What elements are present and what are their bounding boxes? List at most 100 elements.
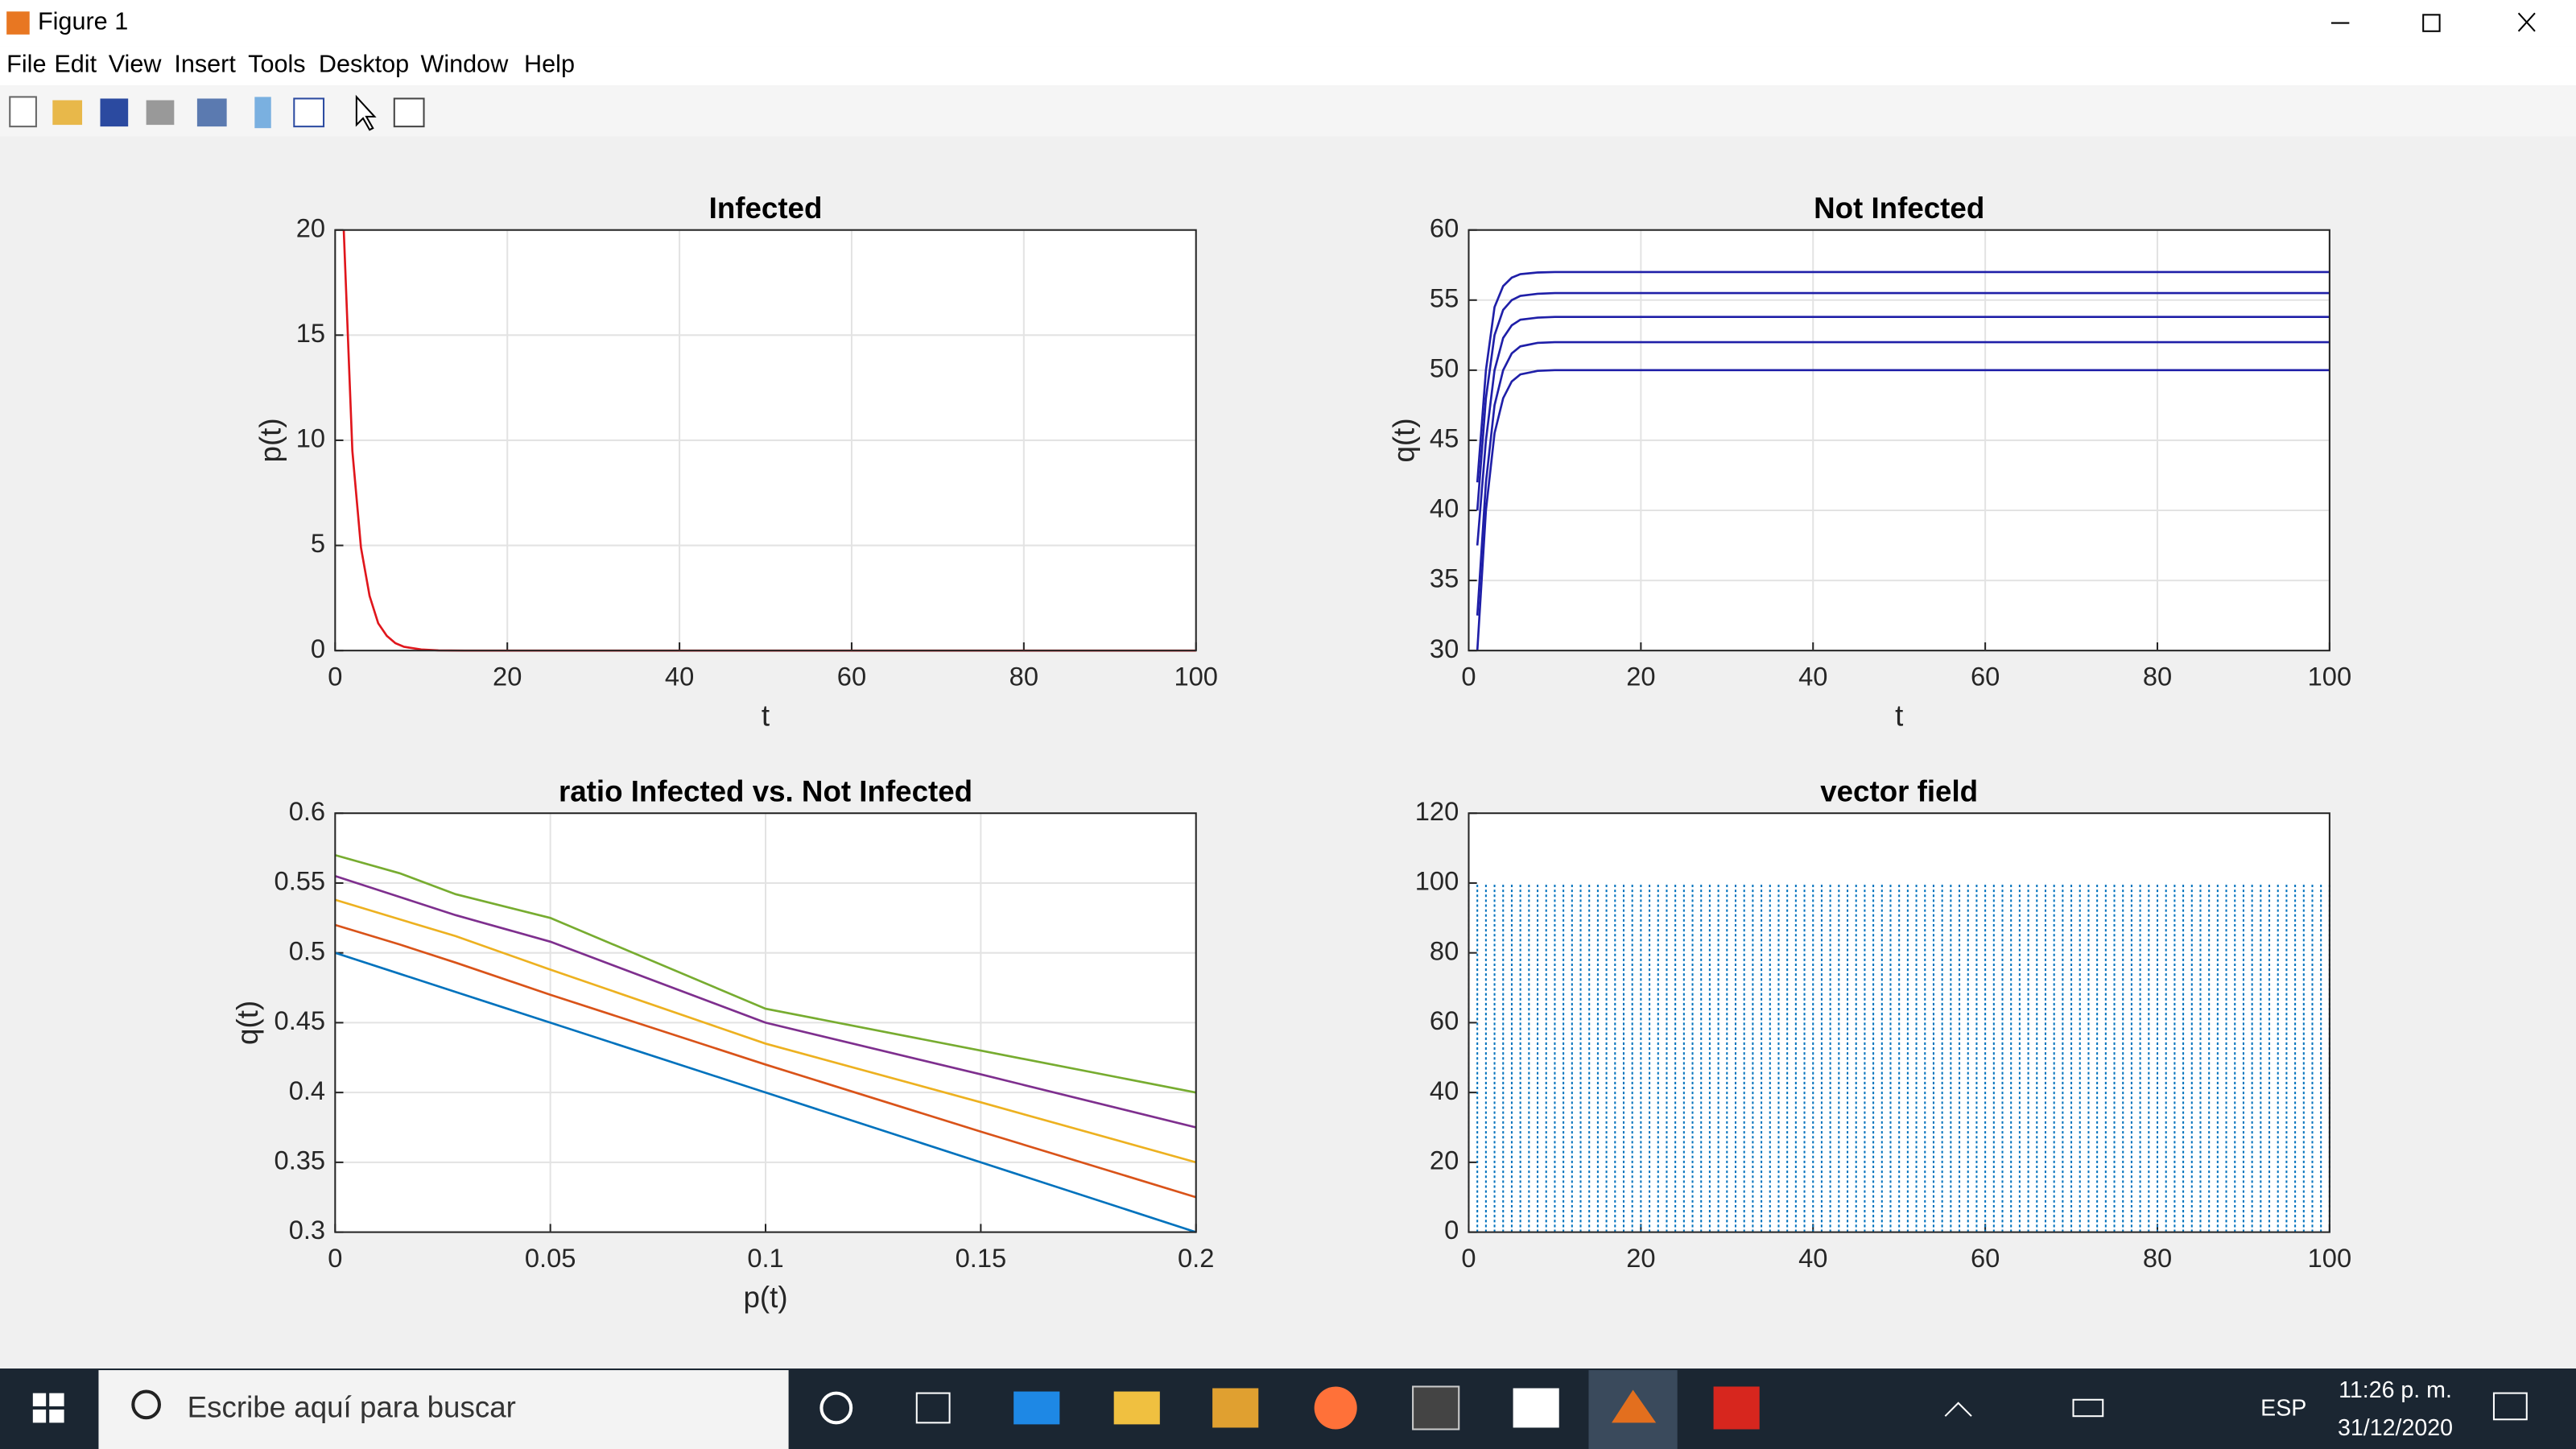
data-line [1476,270,2330,483]
y-tick-label: 0.4 [289,1075,325,1105]
y-tick-label: 60 [1430,1005,1459,1035]
x-tick-label: 60 [1971,1243,2000,1273]
x-tick-label: 0 [1461,1243,1476,1273]
print-button[interactable] [146,100,175,126]
snip-app[interactable] [1513,1388,1559,1428]
new-button[interactable] [9,96,37,128]
start-button[interactable] [32,1393,64,1423]
window-title: Figure 1 [38,8,128,35]
chart-title: Not Infected [1814,192,1984,225]
chart-title: Infected [709,192,823,225]
explorer-app[interactable] [1113,1391,1160,1425]
acrobat-app[interactable] [1713,1386,1760,1430]
legend-button[interactable] [293,97,325,128]
search-box[interactable] [98,1370,789,1449]
restore-button[interactable] [2422,14,2441,32]
x-axis-label: p(t) [743,1281,787,1314]
colorbar-button[interactable] [254,97,271,129]
x-tick-label: 0.1 [747,1243,783,1273]
clock-date[interactable]: 31/12/2020 [2338,1415,2453,1441]
x-tick-label: 0.15 [956,1243,1007,1273]
menu-item[interactable]: Tools [248,51,305,78]
data-line [334,923,1197,1199]
x-tick-label: 80 [2143,661,2172,691]
menu-item[interactable]: Edit [54,51,97,78]
y-tick-label: 0.3 [289,1215,325,1245]
y-tick-label: 80 [1430,935,1459,965]
y-tick-label: 5 [311,528,325,558]
data-line [1476,316,2330,546]
menu-item[interactable]: File [6,51,46,78]
task-view-button[interactable] [915,1392,951,1424]
y-tick-label: 120 [1415,796,1459,826]
cortana-button[interactable] [819,1391,853,1425]
x-tick-label: 0 [328,661,342,691]
select-button[interactable] [355,94,377,131]
y-tick-label: 0.45 [275,1005,326,1035]
y-axis-label: p(t) [254,418,287,462]
axes-frame [1468,229,2330,652]
mail-app[interactable] [1013,1391,1060,1425]
app-icon [6,11,30,35]
menu-item[interactable]: Help [524,51,575,78]
axes: 0 20 40 60 80 100 30 35 40 45 50 55 60 Not Infected t q… [1388,192,2351,733]
open-button[interactable] [52,100,83,126]
x-tick-label: 0 [328,1243,342,1273]
clock-time[interactable]: 11:26 p. m. [2339,1377,2452,1403]
y-tick-label: 45 [1430,423,1459,453]
x-tick-label: 60 [837,661,866,691]
search-icon [131,1389,161,1420]
x-axis-label: t [1895,700,1903,733]
menu-item[interactable]: Desktop [319,51,409,78]
y-tick-label: 20 [296,213,325,242]
y-tick-label: 100 [1415,866,1459,896]
y-tick-label: 0 [1444,1215,1459,1245]
title-bar [0,0,2576,47]
firefox-app[interactable] [1314,1386,1357,1430]
x-tick-label: 80 [2143,1243,2172,1273]
link-button[interactable] [196,98,227,127]
x-tick-label: 20 [1626,661,1655,691]
battery-icon [2072,1398,2104,1418]
tray-expand[interactable] [1944,1402,1972,1417]
x-tick-label: 100 [2308,1243,2351,1273]
y-tick-label: 20 [1430,1146,1459,1175]
toolbar [0,85,2576,137]
texmaker-app[interactable] [1412,1385,1460,1430]
axes: 0 20 40 60 80 100 0 20 40 60 80 100 120 vector field [1415,774,2351,1273]
y-tick-label: 0.35 [275,1146,326,1175]
y-tick-label: 10 [296,423,325,453]
y-tick-label: 15 [296,318,325,348]
x-tick-label: 40 [1798,1243,1827,1273]
menu-item[interactable]: Insert [174,51,236,78]
y-tick-label: 0 [311,634,325,663]
data-line [1476,291,2330,511]
taskbar: Escribe aquí para buscar ESP 11:26 p. m.… [0,1368,2576,1449]
y-tick-label: 35 [1430,564,1459,593]
y-tick-label: 0.55 [275,866,326,896]
y-axis-label: q(t) [231,1001,264,1045]
x-tick-label: 0.05 [525,1243,576,1273]
menu-item[interactable]: Window [420,51,509,78]
toolbar-bg [0,85,2576,137]
menu-bar [0,46,2576,86]
close-button[interactable] [2517,12,2536,32]
save-button[interactable] [100,98,129,127]
axes: 0 20 40 60 80 100 0 5 10 15 20 Infected t p(t) [254,192,1217,733]
menu-item[interactable]: View [109,51,163,78]
data-line [1476,369,2330,651]
store-app[interactable] [1212,1388,1259,1428]
y-tick-label: 55 [1430,283,1459,312]
figure: 0 20 40 60 80 100 0 5 10 15 20 Infected t p(t) 0 20 40 60… [231,192,2351,1314]
x-tick-label: 0 [1461,661,1476,691]
language[interactable]: ESP [2260,1396,2306,1422]
notifications-button[interactable] [2492,1392,2528,1421]
property-button[interactable] [393,97,425,128]
x-tick-label: 100 [2308,661,2351,691]
search-placeholder: Escribe aquí para buscar [188,1391,516,1424]
x-tick-label: 0.2 [1178,1243,1214,1273]
x-tick-label: 60 [1971,661,2000,691]
x-tick-label: 20 [493,661,522,691]
